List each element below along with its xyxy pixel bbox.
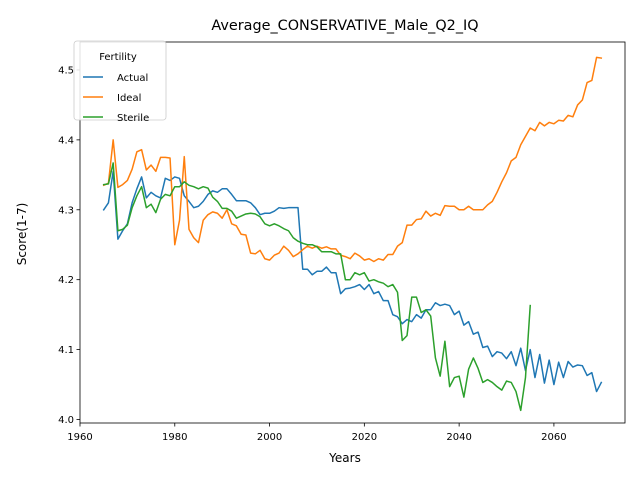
y-axis-label: Score(1-7) [15, 203, 29, 266]
legend-title: Fertility [99, 52, 137, 63]
series-line-sterile [102, 162, 532, 412]
x-tick-label: 1980 [162, 432, 187, 443]
y-tick-label: 4.4 [58, 135, 74, 146]
y-tick-label: 4.0 [58, 415, 74, 426]
y-tick-label: 4.3 [58, 205, 74, 216]
x-axis-label: Years [328, 451, 361, 465]
axes-frame [79, 41, 626, 424]
y-tick-label: 4.2 [58, 275, 74, 286]
x-tick-label: 2060 [541, 432, 566, 443]
legend-label-sterile: Sterile [117, 113, 149, 124]
x-tick-label: 2000 [257, 432, 282, 443]
legend-box [73, 40, 167, 121]
legend-label-ideal: Ideal [117, 93, 141, 104]
x-tick-label: 1960 [67, 432, 92, 443]
y-tick-label: 4.1 [58, 345, 74, 356]
series-line-ideal [102, 56, 603, 263]
plot-area: 1960 1980 2000 2020 2040 2060 4.0 4.1 4.2 4.3 4.4 4… [58, 41, 626, 443]
y-tick-label: 4.5 [58, 65, 74, 76]
legend: Fertility Actual Ideal Sterile [73, 40, 167, 124]
legend-label-actual: Actual [117, 73, 148, 84]
x-tick-label: 2020 [352, 432, 377, 443]
x-tick-label: 2040 [446, 432, 471, 443]
chart-title: Average_CONSERVATIVE_Male_Q2_IQ [211, 18, 478, 34]
